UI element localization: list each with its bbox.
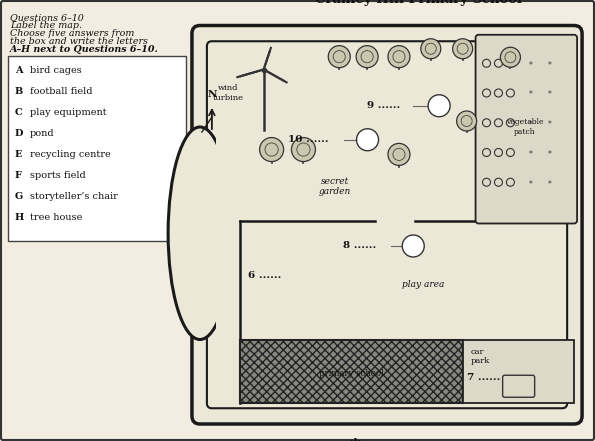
Text: H: H: [15, 213, 24, 222]
Bar: [240, 340, 463, 403]
Circle shape: [456, 111, 477, 131]
Text: vegetable
patch: vegetable patch: [506, 118, 543, 135]
Text: 8 ......: 8 ......: [343, 242, 377, 250]
Text: $*$: $*$: [528, 59, 533, 68]
Text: sports field: sports field: [30, 171, 86, 180]
Text: tree house: tree house: [30, 213, 82, 222]
Text: Cranley Hill Primary School: Cranley Hill Primary School: [315, 0, 522, 6]
Text: the box and write the letters: the box and write the letters: [10, 37, 148, 46]
Circle shape: [356, 46, 378, 67]
Text: Questions 6–10: Questions 6–10: [10, 13, 84, 22]
Text: Label the map.: Label the map.: [10, 21, 82, 30]
FancyBboxPatch shape: [475, 35, 577, 224]
Circle shape: [259, 138, 284, 161]
Circle shape: [402, 235, 424, 257]
Text: B: B: [15, 87, 23, 96]
Bar: [8, 56, 186, 241]
Text: $*$: $*$: [528, 118, 533, 127]
Text: play equipment: play equipment: [30, 108, 107, 117]
Text: football field: football field: [30, 87, 92, 96]
Text: recycling centre: recycling centre: [30, 150, 111, 159]
Text: $*$: $*$: [547, 148, 553, 157]
Text: car
park: car park: [471, 348, 490, 365]
Circle shape: [428, 95, 450, 117]
Text: primary school: primary school: [319, 369, 384, 378]
Circle shape: [500, 47, 521, 67]
Text: $*$: $*$: [547, 89, 553, 97]
Text: G: G: [15, 192, 23, 201]
Text: 6 ......: 6 ......: [248, 271, 281, 280]
Bar: [463, 340, 574, 403]
Circle shape: [388, 46, 410, 67]
Text: wind
turbine: wind turbine: [212, 84, 243, 101]
Text: $*$: $*$: [547, 178, 553, 187]
FancyBboxPatch shape: [503, 375, 535, 397]
Text: 9 ......: 9 ......: [367, 101, 400, 110]
Text: $*$: $*$: [528, 178, 533, 187]
FancyBboxPatch shape: [192, 26, 582, 424]
Ellipse shape: [168, 127, 232, 340]
Circle shape: [388, 143, 410, 165]
Text: play area: play area: [402, 280, 444, 289]
Circle shape: [453, 39, 472, 59]
Circle shape: [328, 46, 350, 67]
Text: E: E: [15, 150, 23, 159]
Text: 10 ......: 10 ......: [287, 135, 328, 144]
Text: $*$: $*$: [547, 59, 553, 68]
Text: F: F: [15, 171, 22, 180]
Text: D: D: [15, 129, 23, 138]
Text: $*$: $*$: [547, 118, 553, 127]
Text: A–H next to Questions 6–10.: A–H next to Questions 6–10.: [10, 45, 159, 54]
Text: $*$: $*$: [528, 148, 533, 157]
Text: 7 ......: 7 ......: [466, 373, 500, 382]
Circle shape: [421, 39, 441, 59]
Circle shape: [356, 129, 378, 151]
FancyBboxPatch shape: [207, 41, 567, 408]
Text: C: C: [15, 108, 23, 117]
Text: N: N: [207, 90, 217, 99]
Text: Choose five answers from: Choose five answers from: [10, 29, 134, 38]
Text: ✱: ✱: [349, 437, 362, 441]
Text: secret
garden: secret garden: [319, 177, 352, 196]
Text: A: A: [15, 66, 23, 75]
Bar: [216, 106, 447, 348]
Text: storyteller’s chair: storyteller’s chair: [30, 192, 118, 201]
Text: pond: pond: [30, 129, 55, 138]
Text: bird cages: bird cages: [30, 66, 82, 75]
Circle shape: [292, 138, 315, 161]
Text: $*$: $*$: [528, 89, 533, 97]
